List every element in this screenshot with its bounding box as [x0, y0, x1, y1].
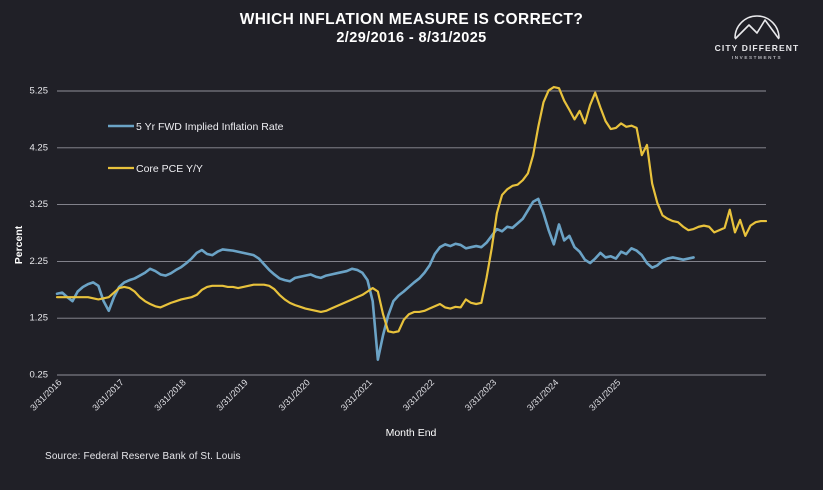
y-axis-title: Percent	[13, 225, 25, 264]
x-axis-tick-label: 3/31/2025	[587, 377, 622, 412]
y-axis-tick-label: 0.25	[30, 370, 49, 381]
x-axis-ticks: 3/31/2016 3/31/2017 3/31/2018 3/31/2019 3/31…	[28, 377, 622, 412]
x-axis-tick-label: 3/31/2021	[339, 377, 374, 412]
x-axis-tick-label: 3/31/2016	[28, 377, 63, 412]
series-line-yellow	[55, 85, 768, 334]
y-axis-tick-label: 2.25	[30, 256, 49, 267]
y-axis-tick-label: 3.25	[30, 199, 49, 210]
y-axis-tick-label: 5.25	[30, 86, 49, 97]
x-axis-tick-label: 3/31/2020	[277, 377, 312, 412]
brand-logo: CITY DIFFERENT INVESTMENTS	[709, 8, 805, 68]
x-axis-tick-label: 3/31/2018	[152, 377, 187, 412]
chart-legend: 5 Yr FWD Implied Inflation Rate Core PCE…	[108, 121, 284, 175]
x-axis-title: Month End	[386, 427, 437, 439]
x-axis-tick-label: 3/31/2022	[401, 377, 436, 412]
x-axis-tick-label: 3/31/2023	[463, 377, 498, 412]
logo-company-subtitle: INVESTMENTS	[731, 54, 783, 60]
y-axis-ticks: 0.25 1.25 2.25 3.25 4.25 5.25	[30, 86, 49, 381]
series-line-blue	[55, 197, 695, 361]
mountain-circle-icon	[734, 15, 780, 40]
gridlines	[57, 90, 766, 376]
x-axis-tick-label: 3/31/2024	[525, 377, 560, 412]
source-note: Source: Federal Reserve Bank of St. Loui…	[45, 451, 241, 462]
y-axis-tick-label: 1.25	[30, 313, 49, 324]
x-axis-tick-label: 3/31/2019	[215, 377, 250, 412]
y-axis-tick-label: 4.25	[30, 142, 49, 153]
legend-label-blue: 5 Yr FWD Implied Inflation Rate	[136, 121, 284, 133]
data-series	[55, 85, 768, 361]
logo-company-name: CITY DIFFERENT	[714, 43, 800, 53]
x-axis-tick-label: 3/31/2017	[90, 377, 125, 412]
legend-label-yellow: Core PCE Y/Y	[136, 163, 203, 175]
